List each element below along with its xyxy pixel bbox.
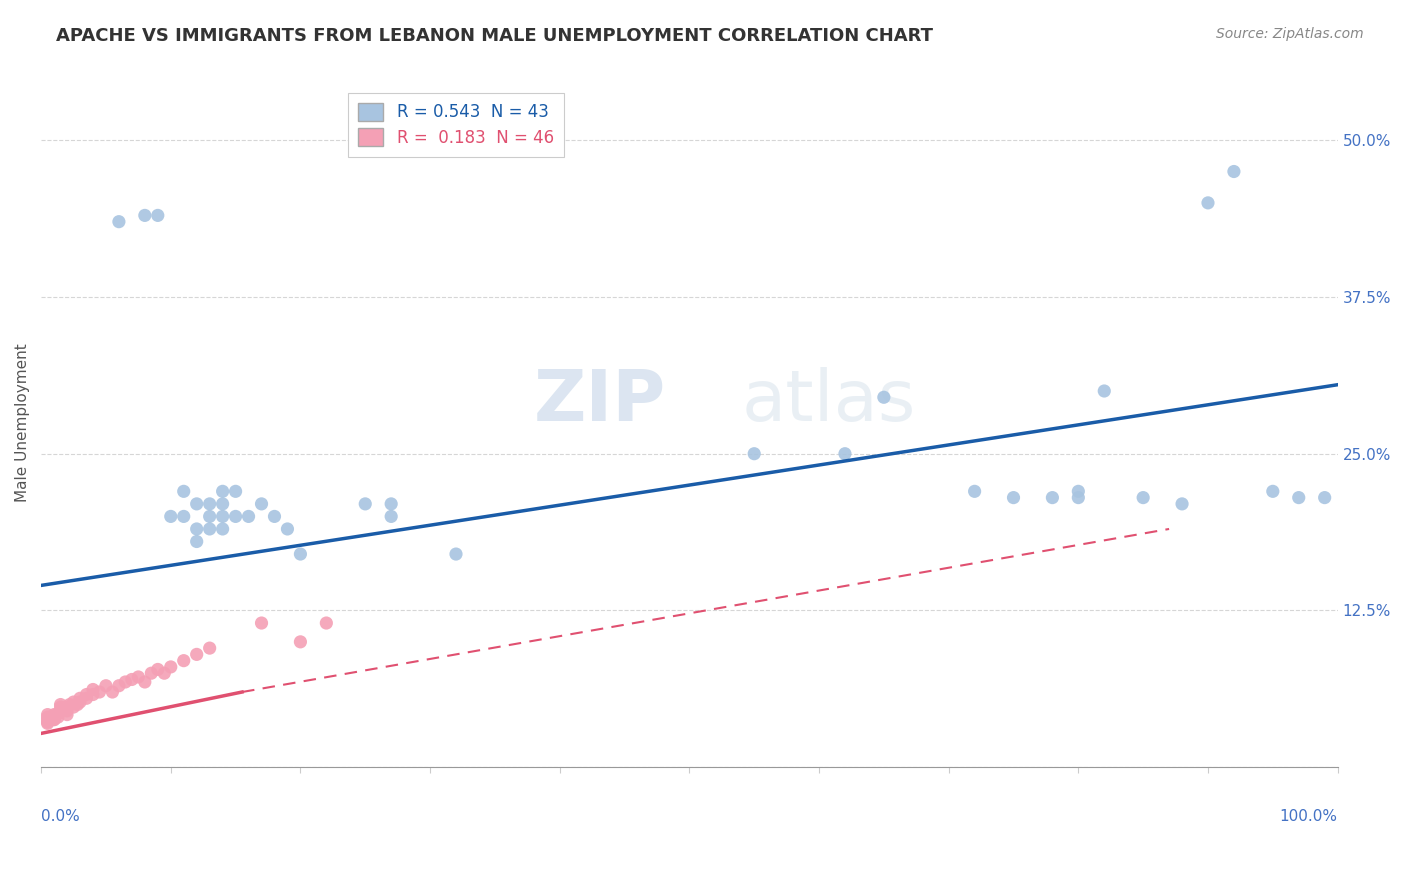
- Point: [1223, 164, 1246, 178]
- Point: [186, 648, 208, 662]
- Point: [76, 688, 98, 702]
- Point: [1261, 484, 1284, 499]
- Point: [186, 534, 208, 549]
- Point: [108, 679, 131, 693]
- Point: [69, 691, 91, 706]
- Text: APACHE VS IMMIGRANTS FROM LEBANON MALE UNEMPLOYMENT CORRELATION CHART: APACHE VS IMMIGRANTS FROM LEBANON MALE U…: [56, 27, 934, 45]
- Point: [198, 509, 221, 524]
- Point: [211, 509, 233, 524]
- Point: [159, 660, 181, 674]
- Point: [186, 522, 208, 536]
- Point: [211, 522, 233, 536]
- Text: 100.0%: 100.0%: [1279, 809, 1337, 823]
- Point: [1002, 491, 1025, 505]
- Point: [173, 654, 195, 668]
- Point: [1067, 484, 1090, 499]
- Point: [198, 522, 221, 536]
- Point: [42, 710, 65, 724]
- Point: [62, 700, 84, 714]
- Point: [76, 691, 98, 706]
- Y-axis label: Male Unemployment: Male Unemployment: [15, 343, 30, 501]
- Point: [108, 215, 131, 229]
- Point: [225, 484, 247, 499]
- Point: [59, 698, 82, 712]
- Point: [963, 484, 986, 499]
- Point: [198, 497, 221, 511]
- Point: [153, 666, 176, 681]
- Point: [211, 497, 233, 511]
- Point: [66, 698, 89, 712]
- Point: [56, 700, 79, 714]
- Point: [82, 688, 104, 702]
- Point: [114, 675, 136, 690]
- Legend: R = 0.543  N = 43, R =  0.183  N = 46: R = 0.543 N = 43, R = 0.183 N = 46: [349, 93, 564, 157]
- Point: [42, 713, 65, 727]
- Point: [198, 641, 221, 656]
- Point: [146, 208, 169, 222]
- Text: 0.0%: 0.0%: [41, 809, 80, 823]
- Point: [1313, 491, 1336, 505]
- Point: [1132, 491, 1154, 505]
- Point: [94, 679, 117, 693]
- Point: [69, 695, 91, 709]
- Point: [290, 635, 312, 649]
- Point: [173, 484, 195, 499]
- Point: [250, 615, 273, 630]
- Point: [1288, 491, 1310, 505]
- Point: [42, 713, 65, 727]
- Point: [37, 715, 59, 730]
- Text: Source: ZipAtlas.com: Source: ZipAtlas.com: [1216, 27, 1364, 41]
- Point: [49, 700, 72, 714]
- Point: [834, 447, 856, 461]
- Point: [127, 670, 149, 684]
- Point: [263, 509, 285, 524]
- Point: [315, 615, 337, 630]
- Point: [225, 509, 247, 524]
- Text: ZIP: ZIP: [534, 368, 666, 436]
- Point: [354, 497, 377, 511]
- Point: [250, 497, 273, 511]
- Point: [444, 547, 467, 561]
- Point: [49, 704, 72, 718]
- Point: [41, 710, 63, 724]
- Point: [1067, 491, 1090, 505]
- Point: [101, 685, 124, 699]
- Text: atlas: atlas: [741, 368, 915, 436]
- Point: [134, 675, 156, 690]
- Point: [211, 484, 233, 499]
- Point: [45, 707, 67, 722]
- Point: [37, 710, 59, 724]
- Point: [1042, 491, 1064, 505]
- Point: [56, 704, 79, 718]
- Point: [380, 509, 402, 524]
- Point: [37, 713, 59, 727]
- Point: [290, 547, 312, 561]
- Point: [46, 710, 69, 724]
- Point: [141, 666, 163, 681]
- Point: [1197, 195, 1219, 210]
- Point: [146, 662, 169, 676]
- Point: [1171, 497, 1194, 511]
- Point: [134, 208, 156, 222]
- Point: [173, 509, 195, 524]
- Point: [159, 509, 181, 524]
- Point: [380, 497, 402, 511]
- Point: [37, 716, 59, 731]
- Point: [742, 447, 765, 461]
- Point: [37, 707, 59, 722]
- Point: [873, 390, 896, 404]
- Point: [82, 682, 104, 697]
- Point: [121, 673, 143, 687]
- Point: [89, 685, 111, 699]
- Point: [49, 698, 72, 712]
- Point: [276, 522, 298, 536]
- Point: [62, 695, 84, 709]
- Point: [186, 497, 208, 511]
- Point: [56, 707, 79, 722]
- Point: [238, 509, 260, 524]
- Point: [42, 707, 65, 722]
- Point: [1092, 384, 1115, 398]
